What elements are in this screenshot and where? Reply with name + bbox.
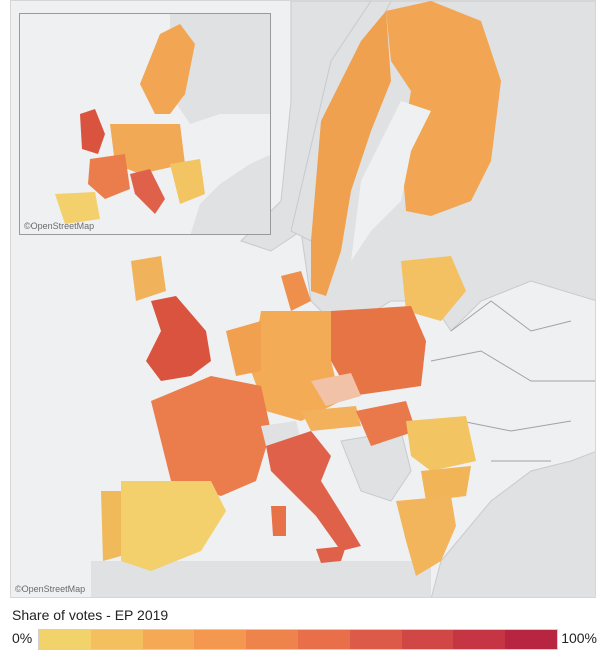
austria [301, 406, 361, 431]
spain [121, 481, 226, 571]
france [151, 376, 271, 496]
legend-color-scale [38, 629, 558, 650]
romania [406, 416, 476, 471]
inset-map-svg [55, 14, 270, 234]
inset-iberia [55, 192, 100, 224]
baltic-sea [351, 101, 431, 261]
hungary [356, 401, 416, 446]
legend-swatch [39, 630, 91, 649]
finland [386, 1, 501, 216]
inset-italy [130, 169, 165, 214]
italy [266, 431, 361, 551]
sicily [316, 546, 346, 563]
legend-swatch [194, 630, 247, 649]
greece [396, 496, 456, 576]
inset-france [88, 154, 130, 199]
portugal [101, 491, 121, 561]
inset-central-eu [110, 124, 185, 174]
legend-swatch [401, 630, 454, 649]
non-eu-north-africa [91, 561, 431, 597]
inset-map[interactable]: ©OpenStreetMap [19, 13, 271, 235]
map-attribution: ©OpenStreetMap [15, 584, 86, 594]
legend-swatch [246, 630, 298, 649]
ireland [131, 256, 166, 301]
europe-map-svg [91, 1, 595, 597]
baltic-states [401, 256, 466, 321]
legend-swatch [453, 630, 506, 649]
legend-title: Share of votes - EP 2019 [12, 607, 169, 623]
great-britain [146, 296, 211, 381]
legend-swatch [505, 630, 557, 649]
legend-max-label: 100% [561, 630, 597, 646]
inset-uk [80, 109, 105, 154]
legend-swatch [142, 630, 195, 649]
denmark [281, 271, 311, 311]
inset-scandinavia [140, 24, 195, 114]
legend-swatch [90, 630, 143, 649]
inset-non-eu-landmass [170, 14, 270, 234]
bulgaria [421, 466, 471, 501]
sardinia [271, 506, 286, 536]
poland [331, 306, 426, 396]
legend-swatch [349, 630, 402, 649]
czechia [311, 373, 361, 406]
sweden [311, 11, 391, 296]
legend-min-label: 0% [12, 630, 33, 646]
benelux [226, 321, 261, 376]
border-lines [430, 300, 595, 462]
main-map[interactable]: ©OpenStreetMap ©OpenStreetMap [10, 0, 596, 598]
inset-east-eu [170, 159, 205, 204]
inset-attribution: ©OpenStreetMap [24, 221, 95, 231]
legend-swatch [297, 630, 350, 649]
